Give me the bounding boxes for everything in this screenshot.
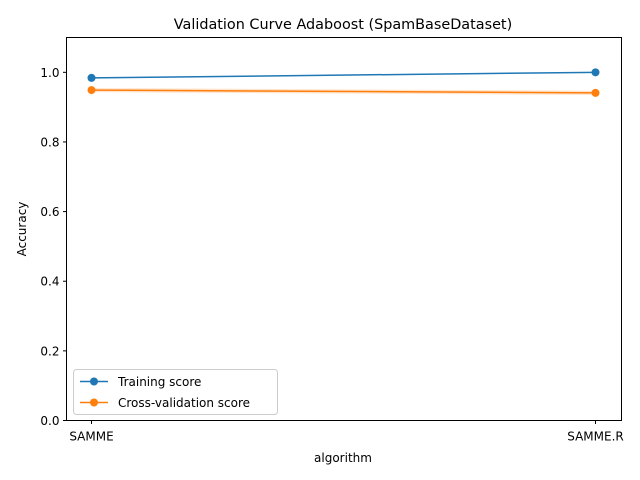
x-axis-label: algorithm [314, 451, 372, 465]
cross-validation-point [87, 86, 96, 95]
series-lines [91, 71, 596, 94]
plot-frame [66, 37, 622, 421]
x-axis: SAMME SAMME.R [69, 420, 624, 444]
cross-validation-line [91, 89, 596, 94]
y-tick-label: 0.4 [40, 275, 59, 289]
x-tick-label: SAMME [69, 430, 113, 444]
cross-validation-point [591, 88, 600, 97]
x-tick-label: SAMME.R [567, 430, 624, 444]
training-point [591, 68, 600, 77]
cross-validation-legend-marker [90, 398, 98, 407]
y-tick-label: 0.6 [40, 205, 59, 219]
legend: Training score Cross-validation score [73, 369, 278, 415]
legend-box [73, 369, 278, 415]
y-axis: 0.0 0.2 0.4 0.6 0.8 1.0 [40, 66, 67, 428]
y-axis-label: Accuracy [15, 202, 29, 257]
legend-items: Training score Cross-validation score [80, 375, 250, 410]
training-line [91, 71, 596, 79]
y-tick-label: 0.2 [40, 344, 59, 358]
series-points [87, 68, 600, 97]
y-tick-label: 0.0 [40, 414, 59, 428]
y-tick-label: 0.8 [40, 135, 59, 149]
y-tick-label: 1.0 [40, 66, 59, 80]
training-legend-label: Training score [117, 375, 201, 389]
training-legend-marker [90, 377, 98, 386]
cross-validation-legend-label: Cross-validation score [118, 396, 250, 410]
chart-title: Validation Curve Adaboost (SpamBaseDatas… [174, 17, 512, 33]
training-point [87, 73, 96, 82]
